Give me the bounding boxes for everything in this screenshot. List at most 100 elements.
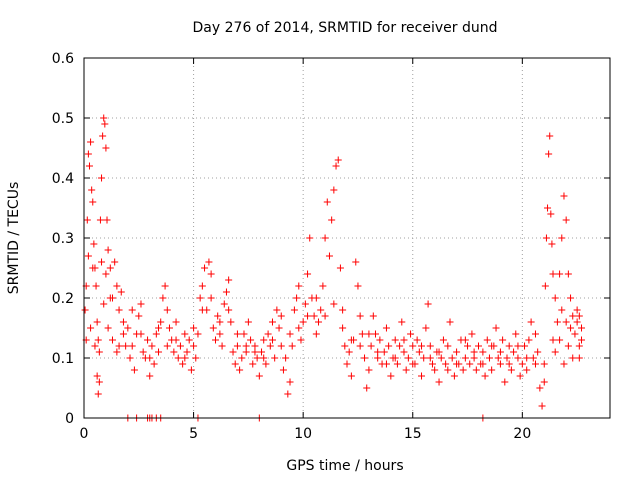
data-point: [409, 360, 417, 368]
data-point: [330, 300, 338, 308]
data-point: [551, 294, 559, 302]
data-point: [106, 264, 114, 272]
data-point: [155, 348, 163, 356]
data-point: [393, 360, 401, 368]
data-point: [578, 336, 586, 344]
data-point: [560, 360, 568, 368]
data-point: [190, 342, 198, 350]
data-point: [400, 348, 408, 356]
y-tick-label: 0: [65, 411, 74, 427]
y-tick-label: 0.3: [52, 231, 74, 247]
data-point: [205, 258, 213, 266]
data-point: [185, 336, 193, 344]
data-point: [262, 360, 270, 368]
data-point: [321, 312, 329, 320]
data-point: [525, 336, 533, 344]
y-axis-label: SRMTID / TECUs: [6, 182, 22, 295]
data-point: [96, 216, 104, 224]
data-point: [84, 150, 92, 158]
data-point: [319, 282, 327, 290]
data-point: [144, 336, 152, 344]
data-point: [545, 150, 553, 158]
data-point: [431, 366, 439, 374]
data-point: [523, 354, 531, 362]
data-point: [104, 246, 112, 254]
data-point: [236, 366, 244, 374]
data-point: [90, 240, 98, 248]
data-point: [564, 270, 572, 278]
data-point: [330, 186, 338, 194]
data-point: [321, 234, 329, 242]
data-point: [106, 294, 114, 302]
data-point: [347, 372, 355, 380]
data-point: [369, 312, 377, 320]
data-point: [101, 120, 109, 128]
data-point: [385, 342, 393, 350]
data-point: [514, 342, 522, 350]
data-point: [538, 402, 546, 410]
data-point: [536, 384, 544, 392]
data-point: [531, 330, 539, 338]
data-point: [95, 348, 103, 356]
data-point: [170, 348, 178, 356]
data-point: [446, 318, 454, 326]
data-point: [295, 282, 303, 290]
data-point: [304, 270, 312, 278]
data-point: [418, 372, 426, 380]
data-point: [365, 366, 373, 374]
data-point: [198, 306, 206, 314]
axis-ticks: 0 5 10 15 20 0 0.1 0.2 0.3 0.4 0.5 0.6: [52, 51, 610, 442]
data-point: [92, 282, 100, 290]
data-point: [444, 366, 452, 374]
data-point: [472, 366, 480, 374]
data-point: [295, 324, 303, 332]
data-point: [442, 360, 450, 368]
data-point: [361, 354, 369, 362]
data-point: [382, 324, 390, 332]
data-point: [268, 318, 276, 326]
data-point: [266, 342, 274, 350]
data-point: [187, 366, 195, 374]
data-point: [562, 216, 570, 224]
data-point: [98, 174, 106, 182]
data-point: [356, 342, 364, 350]
data-point: [448, 354, 456, 362]
data-point: [277, 342, 285, 350]
data-point: [201, 264, 209, 272]
data-point: [341, 342, 349, 350]
data-point: [507, 366, 515, 374]
data-point: [516, 372, 524, 380]
data-point: [575, 342, 583, 350]
data-point: [470, 354, 478, 362]
data-point: [418, 342, 426, 350]
data-point: [306, 234, 314, 242]
data-point: [415, 348, 423, 356]
data-point: [391, 336, 399, 344]
data-point: [354, 282, 362, 290]
data-point: [453, 360, 461, 368]
data-point: [85, 162, 93, 170]
data-point: [260, 336, 268, 344]
data-point: [569, 312, 577, 320]
data-point: [260, 354, 268, 362]
data-point: [505, 360, 513, 368]
data-point: [358, 330, 366, 338]
data-point: [115, 306, 123, 314]
data-point: [339, 324, 347, 332]
data-point: [336, 264, 344, 272]
data-point: [461, 336, 469, 344]
data-point: [94, 390, 102, 398]
data-point: [207, 294, 215, 302]
data-point: [325, 252, 333, 260]
data-point: [128, 306, 136, 314]
data-point: [88, 186, 96, 194]
data-point: [150, 360, 158, 368]
data-point: [549, 270, 557, 278]
data-point: [87, 324, 95, 332]
data-point: [264, 330, 272, 338]
data-point: [553, 318, 561, 326]
data-point: [137, 330, 145, 338]
data-point: [540, 378, 548, 386]
data-point: [113, 282, 121, 290]
data-point: [363, 384, 371, 392]
